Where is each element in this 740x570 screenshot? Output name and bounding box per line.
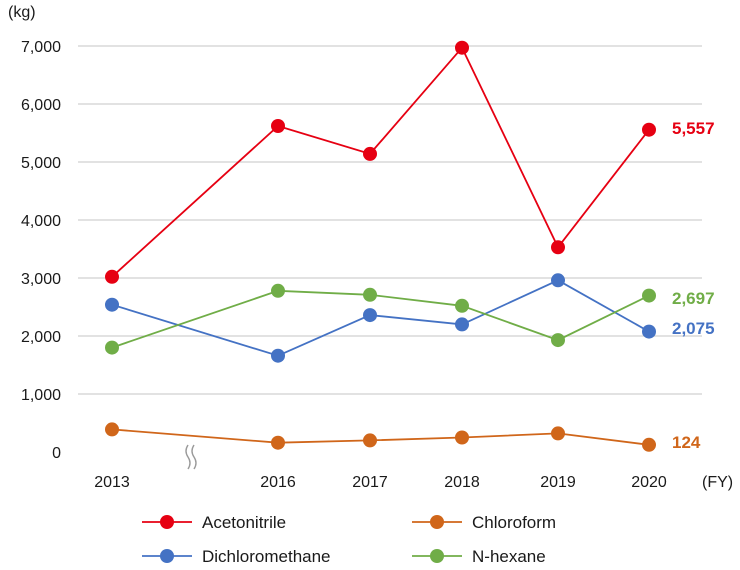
data-point-chloroform <box>105 422 119 437</box>
series-points <box>105 40 656 452</box>
data-point-chloroform <box>363 433 377 448</box>
data-point-n-hexane <box>363 287 377 302</box>
series-line-n-hexane <box>111 289 650 349</box>
y-tick-label: 5,000 <box>21 155 61 172</box>
series-line-dichloromethane <box>111 279 650 357</box>
legend-label: Dichloromethane <box>202 547 331 566</box>
end-value-label: 5,557 <box>672 119 715 138</box>
data-point-dichloromethane <box>363 308 377 323</box>
data-point-chloroform <box>455 430 469 445</box>
y-tick-label: 0 <box>52 445 61 462</box>
data-point-n-hexane <box>642 288 656 303</box>
data-point-chloroform <box>271 435 285 450</box>
data-point-acetonitrile <box>642 122 656 137</box>
legend-marker <box>160 549 174 563</box>
x-tick-label: 2016 <box>260 474 296 491</box>
data-point-n-hexane <box>455 298 469 313</box>
series-line-acetonitrile <box>111 46 650 278</box>
data-point-acetonitrile <box>105 269 119 284</box>
axis-break-line <box>185 444 191 470</box>
y-tick-label: 3,000 <box>21 271 61 288</box>
legend-label: Chloroform <box>472 513 556 532</box>
x-tick-label: 2013 <box>94 474 130 491</box>
y-tick-label: 6,000 <box>21 97 61 114</box>
y-tick-labels: 0 1,000 2,000 3,000 4,000 5,000 6,000 7,000 <box>21 39 61 462</box>
legend-label: Acetonitrile <box>202 513 286 532</box>
x-tick-label: 2020 <box>631 474 667 491</box>
end-value-label: 2,075 <box>672 319 715 338</box>
axis-break-line <box>191 444 197 470</box>
legend-marker <box>160 515 174 529</box>
y-tick-label: 7,000 <box>21 39 61 56</box>
x-tick-labels: 2013 2016 2017 2018 2019 2020 <box>94 474 667 491</box>
x-tick-label: 2017 <box>352 474 388 491</box>
data-point-dichloromethane <box>105 297 119 312</box>
x-tick-label: 2018 <box>444 474 480 491</box>
y-tick-label: 4,000 <box>21 213 61 230</box>
y-tick-label: 2,000 <box>21 329 61 346</box>
y-unit-label: (kg) <box>8 4 36 21</box>
data-point-chloroform <box>551 426 565 441</box>
data-point-dichloromethane <box>551 273 565 288</box>
end-value-label: 124 <box>672 433 701 452</box>
gridlines <box>78 45 702 395</box>
legend-marker <box>430 515 444 529</box>
data-point-n-hexane <box>271 283 285 298</box>
data-point-dichloromethane <box>642 324 656 339</box>
legend-marker <box>430 549 444 563</box>
legend-label: N-hexane <box>472 547 546 566</box>
data-point-acetonitrile <box>551 240 565 255</box>
data-point-acetonitrile <box>455 40 469 55</box>
data-point-dichloromethane <box>271 348 285 363</box>
x-tick-label: 2019 <box>540 474 576 491</box>
legend: Acetonitrile Chloroform Dichloromethane N-h… <box>142 513 556 566</box>
data-point-n-hexane <box>105 340 119 355</box>
axis-break-mark <box>185 444 197 470</box>
data-point-chloroform <box>642 437 656 452</box>
series-line-chloroform <box>111 428 650 446</box>
data-point-n-hexane <box>551 333 565 348</box>
y-tick-label: 1,000 <box>21 387 61 404</box>
data-point-acetonitrile <box>363 146 377 161</box>
end-labels: 124 2,075 2,697 5,557 <box>672 119 715 452</box>
series-lines <box>111 46 650 446</box>
data-point-dichloromethane <box>455 317 469 332</box>
end-value-label: 2,697 <box>672 289 715 308</box>
data-point-acetonitrile <box>271 119 285 133</box>
x-unit-label: (FY) <box>702 474 733 491</box>
